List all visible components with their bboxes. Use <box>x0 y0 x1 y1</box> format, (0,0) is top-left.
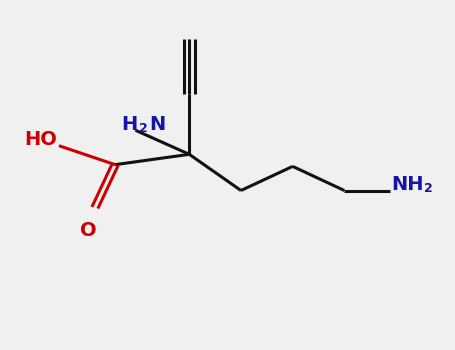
Text: N: N <box>149 114 165 133</box>
Text: 2: 2 <box>424 182 433 195</box>
Text: HO: HO <box>24 130 57 149</box>
Text: NH: NH <box>391 175 424 194</box>
Text: 2: 2 <box>139 122 148 135</box>
Text: O: O <box>80 222 96 240</box>
Text: H: H <box>121 114 137 133</box>
